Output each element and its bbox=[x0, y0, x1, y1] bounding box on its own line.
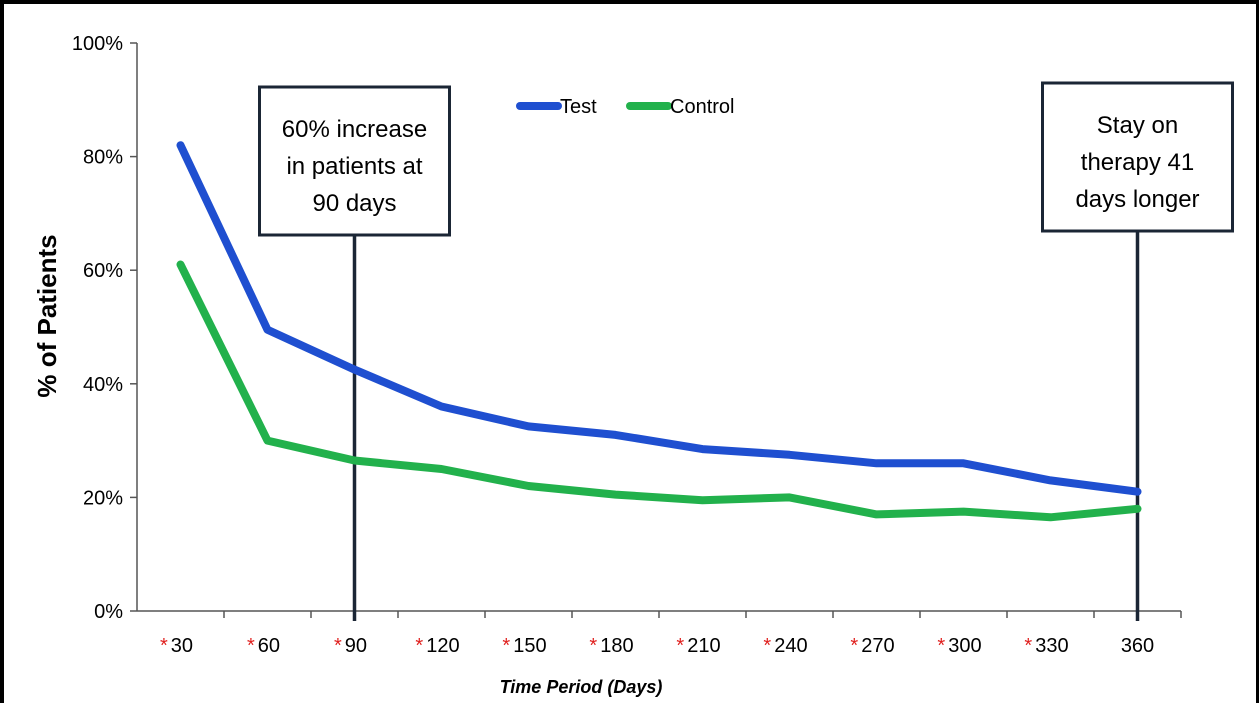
x-tick-value: 300 bbox=[948, 635, 981, 657]
x-tick-value: 240 bbox=[774, 635, 807, 657]
legend-label: Test bbox=[560, 96, 597, 118]
significance-star: * bbox=[850, 635, 858, 657]
x-tick-label: * 180 bbox=[589, 635, 633, 657]
x-tick-label: * 300 bbox=[937, 635, 981, 657]
y-tick-label: 0% bbox=[94, 601, 123, 623]
x-tick-label: * 150 bbox=[502, 635, 546, 657]
legend-label: Control bbox=[670, 96, 734, 118]
x-tick-label: * 120 bbox=[415, 635, 459, 657]
significance-star: * bbox=[334, 635, 342, 657]
series-line-test bbox=[176, 141, 1142, 496]
x-tick-value: 270 bbox=[861, 635, 894, 657]
y-tick-label: 100% bbox=[72, 33, 123, 55]
y-tick-label: 40% bbox=[83, 374, 123, 396]
significance-star: * bbox=[247, 635, 255, 657]
legend: Test Control bbox=[516, 96, 734, 118]
significance-star: * bbox=[415, 635, 423, 657]
x-tick-value: 210 bbox=[687, 635, 720, 657]
y-tick-label: 20% bbox=[83, 487, 123, 509]
x-tick-value: 180 bbox=[600, 635, 633, 657]
x-tick-label: * 210 bbox=[676, 635, 720, 657]
series-line-control bbox=[176, 260, 1142, 522]
y-tick-label: 80% bbox=[83, 147, 123, 169]
annotation-box bbox=[1041, 81, 1234, 233]
annotation-text: Stay on bbox=[1097, 112, 1178, 139]
annotation-lines bbox=[352, 231, 1140, 621]
annotation-text: days longer bbox=[1075, 186, 1199, 213]
annotation-text: 90 days bbox=[312, 190, 396, 217]
significance-star: * bbox=[160, 635, 168, 657]
y-axis-label: % of Patients bbox=[32, 234, 62, 397]
x-tick-label: * 240 bbox=[763, 635, 807, 657]
x-tick-value: 30 bbox=[171, 635, 193, 657]
x-tick-label: 360 bbox=[1121, 635, 1154, 657]
annotation-text: 60% increase bbox=[282, 116, 427, 143]
x-tick-value: 60 bbox=[258, 635, 280, 657]
x-tick-label: * 60 bbox=[247, 635, 280, 657]
x-tick-label: * 330 bbox=[1024, 635, 1068, 657]
annotation-box bbox=[258, 85, 451, 237]
y-axis-ticks: 0% 20% 40% 60% 80% 100% bbox=[72, 33, 137, 623]
significance-star: * bbox=[937, 635, 945, 657]
significance-star: * bbox=[589, 635, 597, 657]
x-tick-value: 330 bbox=[1035, 635, 1068, 657]
x-tick-value: 120 bbox=[426, 635, 459, 657]
x-tick-label: * 90 bbox=[334, 635, 367, 657]
annotation-text: therapy 41 bbox=[1081, 149, 1194, 176]
significance-star: * bbox=[1024, 635, 1032, 657]
x-tick-value: 150 bbox=[513, 635, 546, 657]
x-axis-ticks: * 30 * 60 * 90 * 120 * 150 * 180 * 210 * 240 * 270 * 300 * 33… bbox=[160, 611, 1182, 657]
x-axis-label: Time Period (Days) bbox=[500, 677, 663, 697]
x-tick-value: 90 bbox=[345, 635, 367, 657]
significance-star: * bbox=[502, 635, 510, 657]
x-tick-label: * 270 bbox=[850, 635, 894, 657]
series-lines bbox=[176, 141, 1142, 522]
y-tick-label: 60% bbox=[83, 260, 123, 282]
x-tick-label: * 30 bbox=[160, 635, 193, 657]
annotation-text: in patients at bbox=[286, 153, 422, 180]
annotation-boxes: 60% increase in patients at 90 days Stay on… bbox=[258, 81, 1234, 237]
significance-star: * bbox=[676, 635, 684, 657]
significance-star: * bbox=[763, 635, 771, 657]
